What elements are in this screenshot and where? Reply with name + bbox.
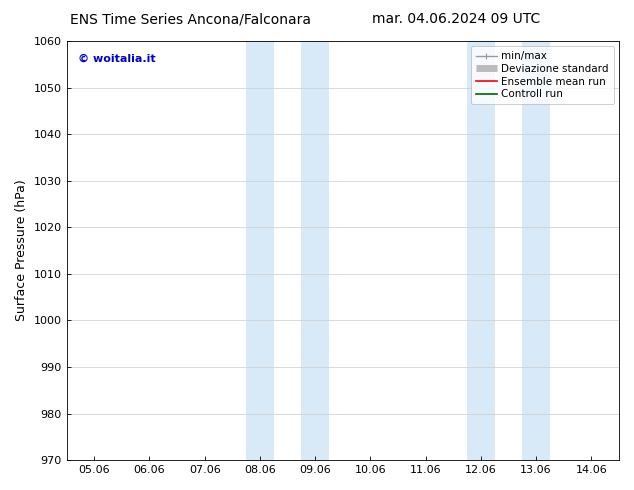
Bar <box>522 41 550 460</box>
Y-axis label: Surface Pressure (hPa): Surface Pressure (hPa) <box>15 180 28 321</box>
Bar <box>301 41 329 460</box>
Bar <box>467 41 495 460</box>
Text: ENS Time Series Ancona/Falconara: ENS Time Series Ancona/Falconara <box>70 12 311 26</box>
Legend: min/max, Deviazione standard, Ensemble mean run, Controll run: min/max, Deviazione standard, Ensemble m… <box>471 46 614 104</box>
Text: © woitalia.it: © woitalia.it <box>77 53 155 64</box>
Text: mar. 04.06.2024 09 UTC: mar. 04.06.2024 09 UTC <box>372 12 541 26</box>
Bar <box>246 41 274 460</box>
